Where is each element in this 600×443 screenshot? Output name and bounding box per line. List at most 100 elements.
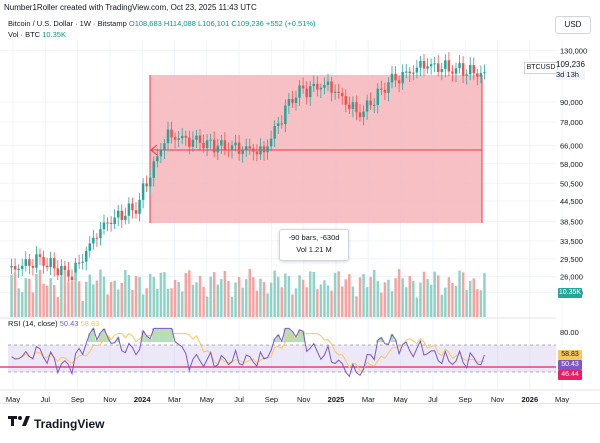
candle-body (38, 254, 42, 257)
volume-bar (362, 274, 365, 317)
volume-bar (244, 279, 248, 317)
volume-bar (284, 273, 287, 317)
volume-bar (234, 282, 237, 317)
rsi-value-tag: 50.43 (558, 360, 582, 370)
candle-body (17, 268, 20, 270)
candle-body (358, 112, 362, 118)
volume-bar (316, 289, 319, 317)
price-tick-label: 38,500 (560, 217, 583, 226)
candle-body (31, 265, 35, 268)
candle-body (483, 72, 486, 74)
volume-bar (116, 289, 120, 317)
candle-body (212, 139, 216, 153)
candle-body (404, 71, 408, 73)
volume-bar (138, 276, 141, 317)
volume-bar (308, 271, 312, 317)
volume-bar (387, 279, 390, 317)
candle-body (163, 143, 166, 151)
time-axis: May Jul Sep Nov 2024 Mar May Jul Sep Nov 2025 Mar Ma… (6, 395, 570, 403)
candle-body (42, 256, 45, 266)
price-axis: 130,000 90,000 78,000 66,000 58,000 50,500 44,… (560, 46, 587, 297)
volume-bar (106, 294, 109, 317)
time-tick-label: Jul (428, 395, 438, 403)
volume-bar (241, 287, 244, 317)
volume-bar (188, 270, 191, 317)
volume-bar (376, 281, 380, 317)
volume-bar (326, 285, 330, 317)
candle-body (454, 68, 458, 74)
volume-bar (88, 274, 92, 317)
volume-legend[interactable]: Vol · BTC 10.35K (8, 30, 66, 39)
volume-bar (31, 292, 35, 317)
time-tick-label: Mar (168, 395, 181, 403)
candle-body (287, 99, 291, 106)
volume-bar (394, 278, 397, 317)
rsi-ma-line (11, 332, 485, 372)
volume-bar (156, 288, 159, 317)
ohlc-values: O108,683 H114,088 L106,101 C109,236 +552… (128, 19, 316, 28)
volume-bar (340, 286, 344, 317)
volume-bar (461, 272, 465, 317)
rsi-legend[interactable]: RSI (14, close) 50.43 58.83 (8, 319, 99, 328)
volume-bar (337, 271, 340, 317)
volume-bar (205, 296, 209, 317)
volume-bar (148, 273, 152, 317)
candle-body (109, 222, 113, 225)
volume-bar (383, 282, 387, 317)
volume-bar (56, 296, 60, 317)
candle-body (28, 259, 31, 266)
currency-button[interactable]: USD (555, 16, 591, 34)
candle-body (465, 74, 468, 76)
candle-body (127, 203, 131, 216)
volume-bar (177, 281, 180, 317)
volume-bar (113, 280, 116, 317)
volume-bar (24, 278, 28, 317)
candle-body (81, 261, 84, 263)
volume-bar (63, 270, 67, 317)
volume-bar (412, 280, 415, 317)
range-zone (150, 75, 482, 223)
candle-body (202, 142, 205, 149)
time-tick-label: Nov (297, 395, 311, 403)
volume-bar (458, 270, 461, 317)
volume-bar (17, 288, 20, 317)
candle-body (77, 262, 81, 264)
footer (0, 403, 600, 443)
volume-bar (312, 271, 316, 317)
candle-body (237, 142, 241, 154)
volume-bar (426, 278, 429, 317)
volume-bar (266, 293, 269, 317)
volume-bar (330, 290, 333, 317)
candle-body (95, 237, 99, 239)
volume-bar (216, 284, 220, 317)
volume-bar (447, 277, 451, 317)
candle-body (426, 66, 429, 69)
candle-body (170, 129, 173, 138)
volume-bar (81, 300, 84, 317)
candle-body (138, 199, 141, 214)
candle-body (476, 73, 479, 77)
volume-bar (77, 281, 81, 317)
volume-bar (84, 281, 88, 317)
candle-body (291, 99, 294, 103)
volume-bar (401, 278, 404, 317)
chart-canvas[interactable]: May Jul Sep Nov 2024 Mar May Jul Sep Nov 2025 Mar Ma… (0, 0, 600, 403)
volume-bar (262, 281, 266, 317)
candle-body (294, 97, 298, 103)
candle-body (209, 139, 212, 141)
candle-body (63, 266, 67, 271)
time-tick-label: Jul (41, 395, 51, 403)
tradingview-logo-icon (8, 416, 30, 426)
candle-body (269, 138, 273, 147)
last-price: 109,236 (556, 60, 585, 69)
candle-body (45, 265, 49, 268)
candle-body (116, 210, 120, 218)
candle-body (280, 123, 284, 125)
candle-body (120, 210, 124, 220)
candle-body (447, 60, 451, 72)
candle-body (337, 91, 340, 93)
candle-body (106, 222, 109, 224)
candle-body (376, 88, 380, 105)
symbol-legend[interactable]: Bitcoin / U.S. Dollar · 1W · Bitstamp O1… (8, 19, 316, 28)
time-tick-label: Mar (362, 395, 375, 403)
